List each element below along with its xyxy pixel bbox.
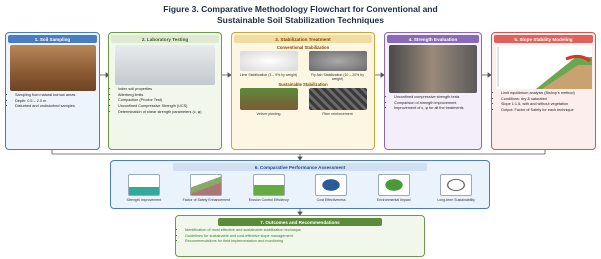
group-item: Fiber reinforcement [307, 88, 369, 116]
item: Fiber reinforcement [307, 112, 369, 116]
node-items: Index soil properties Atterberg limits C… [111, 87, 219, 115]
node-items: Limit equilibrium analysis (Bishop's met… [494, 91, 593, 113]
item: Disturbed and undisturbed samples [15, 104, 97, 109]
icon [315, 174, 347, 196]
group-label: Sustainable Stabilization [234, 82, 372, 87]
assessment-item: Cost Effectiveness [304, 174, 358, 202]
item: Factor of Safety Enhancement [179, 198, 233, 202]
group-item: Fly Ash Stabilization (10 – 20% by weigh… [307, 51, 369, 81]
page: {"header":{"title_line1":"Figure 3. Comp… [0, 0, 601, 259]
node-strength-evaluation: 4. Strength Evaluation Unconfined compre… [384, 32, 482, 150]
item: Environmental Impact [367, 198, 421, 202]
group-label: Conventional Stabilization [234, 45, 372, 50]
node-items: Unconfined compressive strength tests Co… [387, 95, 479, 111]
icon [128, 174, 160, 196]
item: Long-term Sustainability [429, 198, 483, 202]
lime-photo [240, 51, 298, 71]
item: Atterberg limits [118, 93, 219, 98]
lab-photo [115, 45, 215, 85]
item: Guidelines for sustainable and cost-effe… [185, 234, 422, 239]
item: Strength Improvement [117, 198, 171, 202]
node-label: 3. Stabilization Treatment [234, 35, 372, 43]
vetiver-photo [240, 88, 298, 110]
node-soil-sampling: 1. Soil Sampling Sampling from natural b… [5, 32, 100, 150]
group-row: Vetiver planting Fiber reinforcement [234, 88, 372, 116]
node-label: 1. Soil Sampling [8, 35, 97, 43]
item: Limit equilibrium analysis (Bishop's met… [501, 91, 593, 96]
node-label: 5. Slope Stability Modeling [494, 35, 593, 43]
item: Index soil properties [118, 87, 219, 92]
item: Recommendations for field implementation… [185, 239, 422, 244]
item: Cost Effectiveness [304, 198, 358, 202]
icon [378, 174, 410, 196]
item: Conditions: dry & saturated [501, 97, 593, 102]
node-label: 2. Laboratory Testing [111, 35, 219, 43]
group-item: Vetiver planting [238, 88, 300, 116]
item: Determination of shear strength paramete… [118, 110, 219, 115]
flyash-photo [309, 51, 367, 71]
item: Comparison of strength improvement [394, 101, 479, 106]
node-items: Sampling from natural borrow areas Depth… [8, 93, 97, 109]
node-items: Identification of most effective and sus… [178, 228, 422, 244]
item: Vetiver planting [238, 112, 300, 116]
item: Slope 1:1.5, with and without vegetation [501, 102, 593, 107]
icon [440, 174, 472, 196]
node-stabilization-treatment: 3. Stabilization Treatment Conventional … [231, 32, 375, 150]
node-slope-stability: 5. Slope Stability Modeling Limit equili… [491, 32, 596, 150]
soil-photo [10, 45, 96, 91]
node-label: 7. Outcomes and Recommendations [218, 218, 382, 226]
group-row: Lime Stabilization (3 – 9% by weight) Fl… [234, 51, 372, 81]
slope-model [496, 45, 592, 89]
node-outcomes: 7. Outcomes and Recommendations Identifi… [175, 215, 425, 257]
assessment-item: Strength Improvement [117, 174, 171, 202]
item: Identification of most effective and sus… [185, 228, 422, 233]
icon [190, 174, 222, 196]
item: Improvement of c, φ for all the treatmen… [394, 106, 479, 111]
node-label: 6. Comparative Performance Assessment [173, 163, 427, 171]
item: Lime Stabilization (3 – 9% by weight) [238, 73, 300, 77]
item: Erosion Control Efficiency [242, 198, 296, 202]
node-laboratory-testing: 2. Laboratory Testing Index soil propert… [108, 32, 222, 150]
item: Fly Ash Stabilization (10 – 20% by weigh… [307, 73, 369, 81]
icon [253, 174, 285, 196]
item: Compaction (Proctor Test) [118, 98, 219, 103]
ucs-photo [389, 45, 477, 93]
group-item: Lime Stabilization (3 – 9% by weight) [238, 51, 300, 81]
item: Unconfined Compressive Strength (UCS) [118, 104, 219, 109]
assessment-item: Factor of Safety Enhancement [179, 174, 233, 202]
item: Depth: 0.5 – 2.0 m [15, 99, 97, 104]
assessment-item: Long-term Sustainability [429, 174, 483, 202]
assessment-item: Environmental Impact [367, 174, 421, 202]
item: Output: Factor of Safety for each techni… [501, 108, 593, 113]
node-label: 4. Strength Evaluation [387, 35, 479, 43]
item: Sampling from natural borrow areas [15, 93, 97, 98]
node-comparative-assessment: 6. Comparative Performance Assessment St… [110, 160, 490, 209]
assessment-item: Erosion Control Efficiency [242, 174, 296, 202]
item: Unconfined compressive strength tests [394, 95, 479, 100]
fiber-photo [309, 88, 367, 110]
